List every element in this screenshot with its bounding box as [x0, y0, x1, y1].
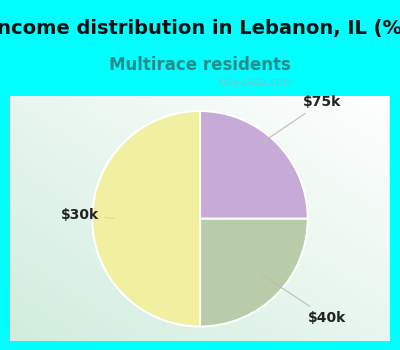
Text: $75k: $75k — [253, 95, 341, 149]
Wedge shape — [92, 111, 200, 327]
Text: $30k: $30k — [61, 208, 114, 222]
Text: City-Data.com: City-Data.com — [218, 77, 293, 86]
Wedge shape — [200, 111, 308, 219]
Text: Income distribution in Lebanon, IL (%): Income distribution in Lebanon, IL (%) — [0, 19, 400, 38]
Text: Multirace residents: Multirace residents — [109, 56, 291, 74]
Wedge shape — [200, 219, 308, 327]
Text: $40k: $40k — [261, 274, 346, 325]
